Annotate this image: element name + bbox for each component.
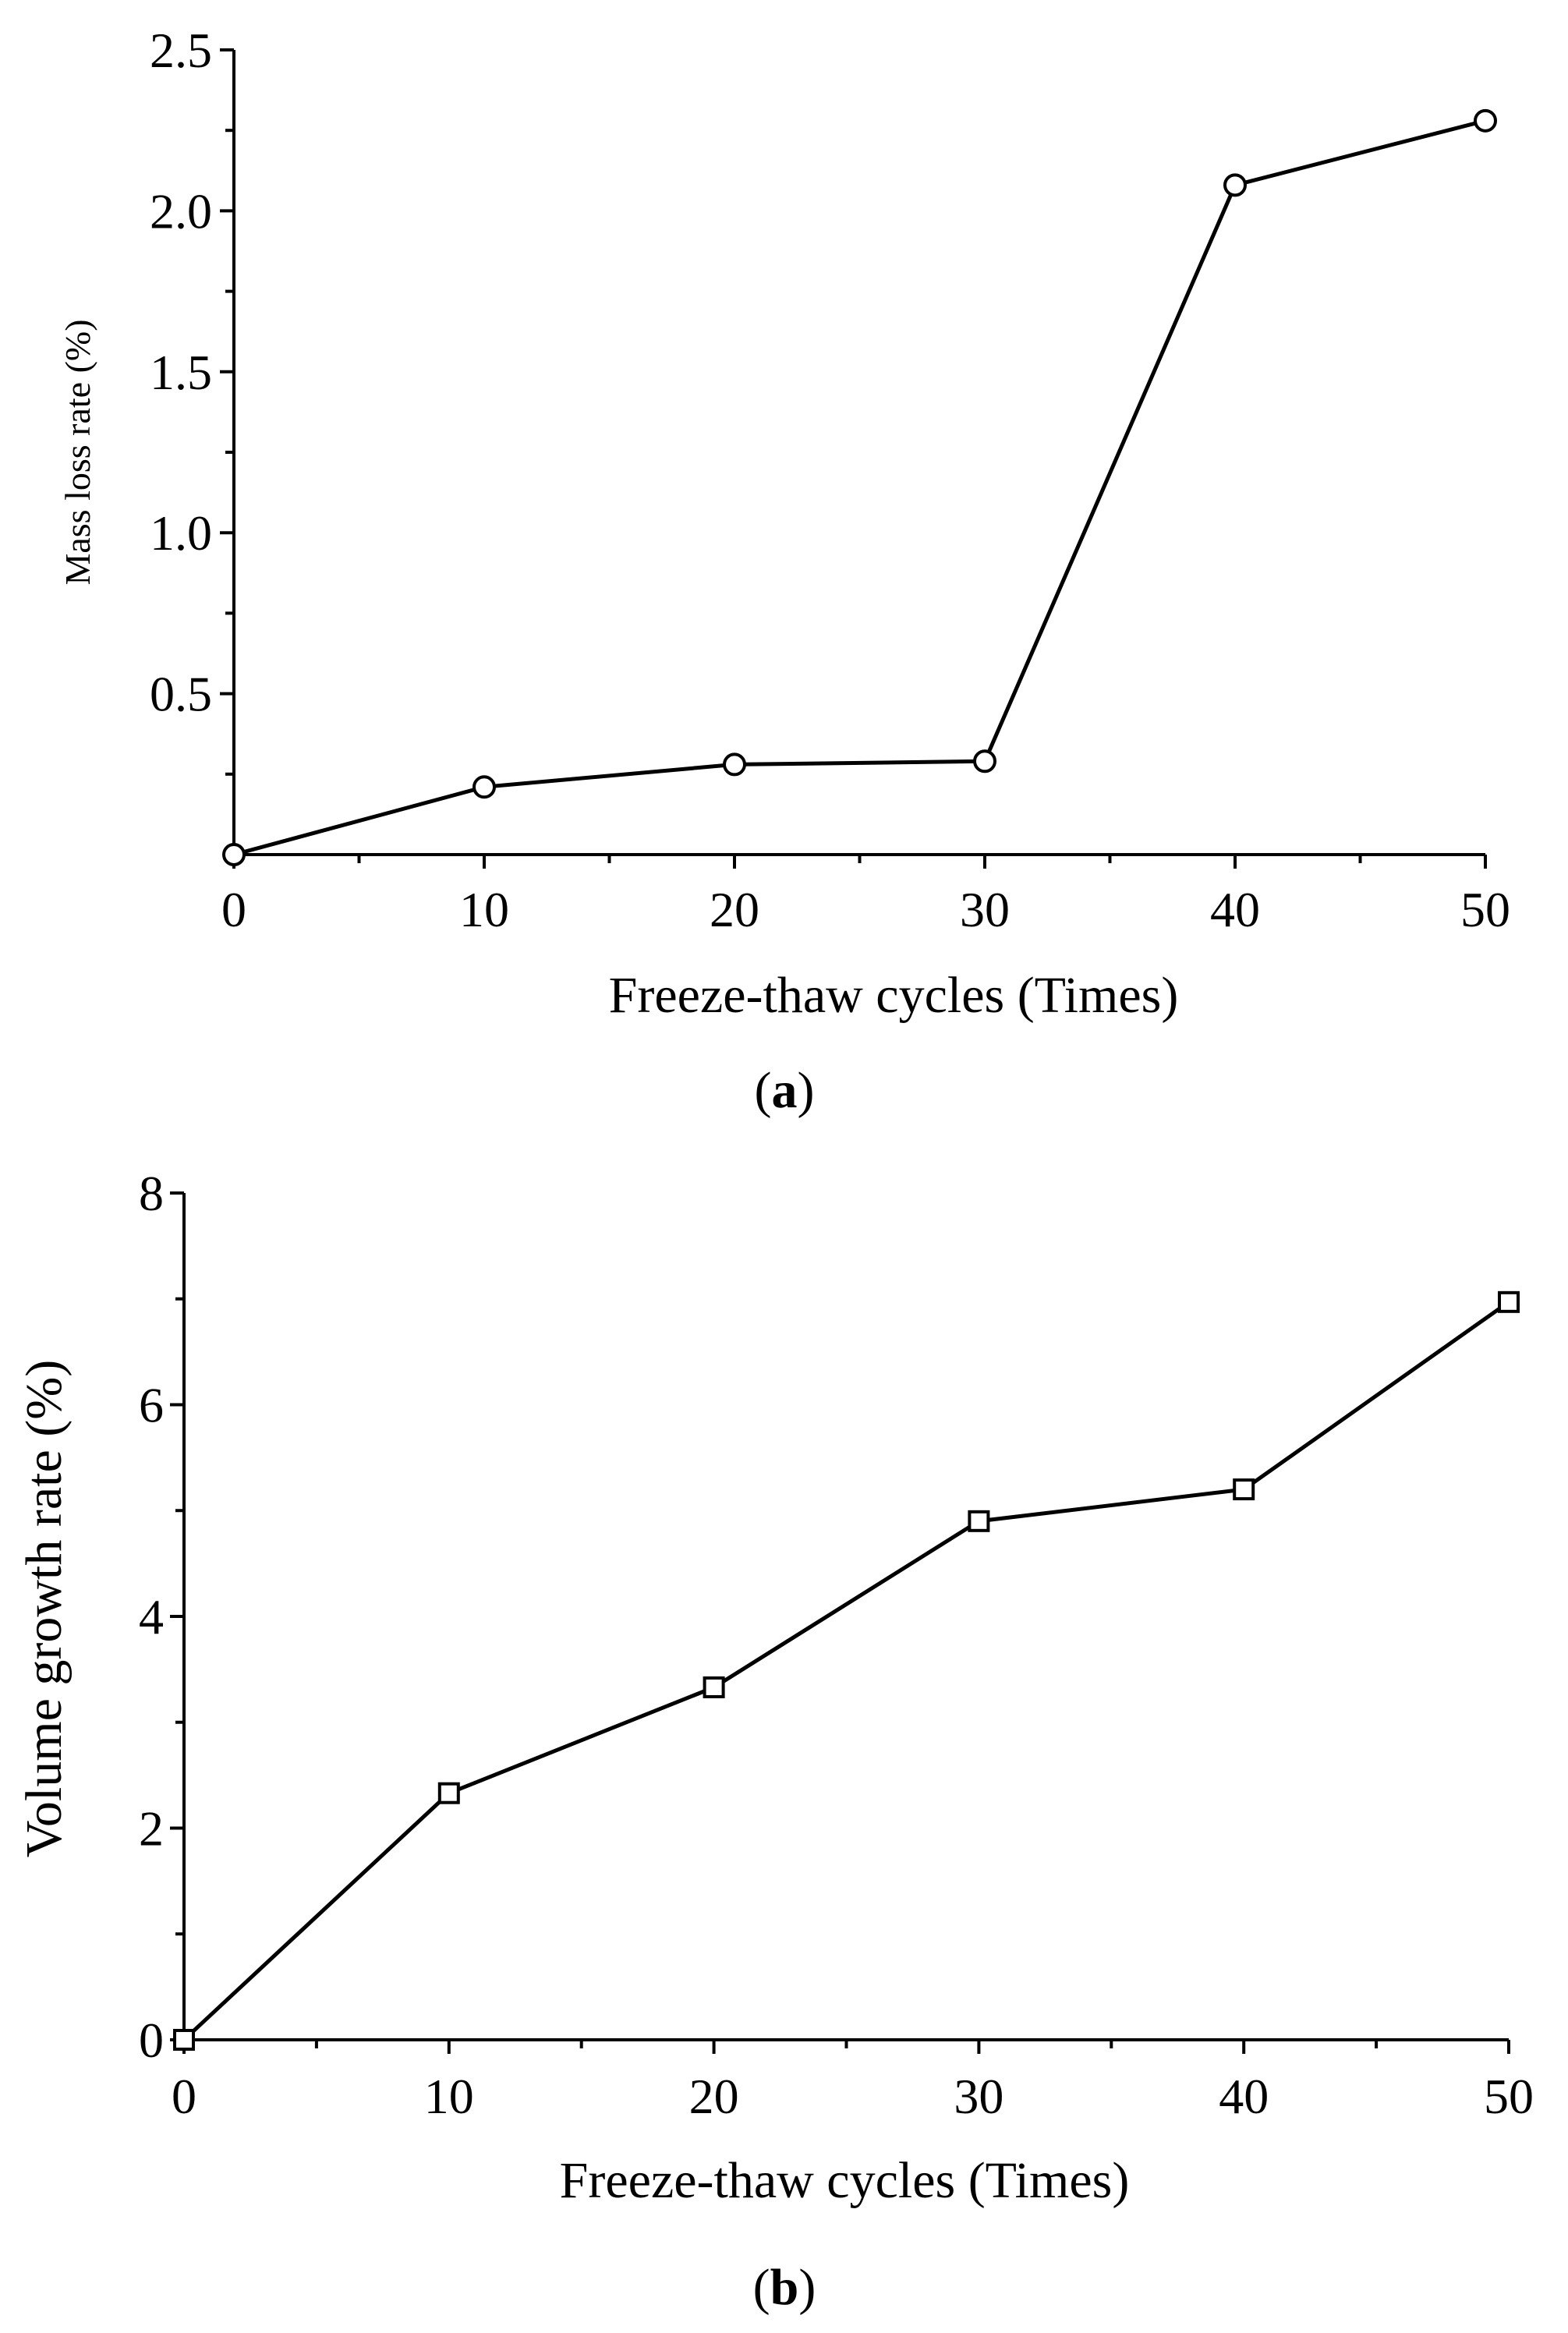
data-point-marker xyxy=(473,775,496,799)
panel-caption-label: a xyxy=(772,1062,798,1119)
y-tick-label: 0.5 xyxy=(150,667,212,722)
x-tick-labels: 0 10 20 30 40 50 xyxy=(221,882,1510,937)
y-tick-labels: 0 2 4 6 8 xyxy=(139,1166,164,2068)
y-tick-label: 6 xyxy=(139,1378,164,1433)
series-line-volume-growth xyxy=(182,1300,1510,2041)
panel-caption: (a) xyxy=(755,1062,815,1119)
x-tick-label: 50 xyxy=(1484,2069,1534,2124)
y-tick-marks xyxy=(220,48,234,776)
x-tick-label: 0 xyxy=(172,2069,196,2124)
data-point-marker xyxy=(723,752,746,777)
panel-caption: (b) xyxy=(753,2259,816,2316)
x-tick-label: 10 xyxy=(424,2069,474,2124)
x-axis-title: Freeze-thaw cycles (Times) xyxy=(609,967,1179,1024)
x-tick-label: 40 xyxy=(1210,882,1260,937)
data-point-marker xyxy=(173,2029,195,2051)
x-tick-label: 10 xyxy=(459,882,509,937)
x-tick-marks xyxy=(182,2040,1510,2054)
data-point-marker xyxy=(1223,173,1247,197)
x-tick-label: 20 xyxy=(689,2069,739,2124)
y-tick-label: 8 xyxy=(139,1166,164,1221)
data-markers xyxy=(222,108,1497,866)
x-tick-label: 20 xyxy=(710,882,759,937)
y-axis-title: Volume growth rate (%) xyxy=(16,1360,73,1857)
data-point-marker xyxy=(1474,108,1497,133)
data-point-marker xyxy=(1233,1478,1255,1501)
x-tick-label: 30 xyxy=(954,2069,1003,2124)
y-tick-label: 2.0 xyxy=(150,183,212,239)
y-tick-label: 4 xyxy=(139,1589,164,1644)
x-axis-title: Freeze-thaw cycles (Times) xyxy=(560,2152,1130,2209)
data-point-marker xyxy=(222,843,246,866)
y-tick-label: 1.5 xyxy=(150,345,212,400)
panel-caption-label: b xyxy=(770,2259,799,2316)
x-tick-label: 40 xyxy=(1219,2069,1269,2124)
y-tick-label: 0 xyxy=(139,2013,164,2068)
chart-panel-a: 0 10 20 30 40 50 0.5 1.0 1.5 2.0 2.5 Mass loss ra… xyxy=(58,23,1510,1119)
x-tick-marks xyxy=(232,855,1487,869)
y-tick-label: 1.0 xyxy=(150,505,212,561)
data-point-marker xyxy=(437,1782,460,1804)
chart-panel-b: 0 10 20 30 40 50 0 2 4 6 8 Volume growth rate (%)… xyxy=(16,1166,1534,2316)
data-point-marker xyxy=(968,1510,990,1532)
y-tick-labels: 0.5 1.0 1.5 2.0 2.5 xyxy=(150,23,212,722)
x-tick-label: 50 xyxy=(1460,882,1510,937)
x-tick-label: 30 xyxy=(960,882,1010,937)
y-tick-marks xyxy=(170,1191,184,2041)
x-tick-label: 0 xyxy=(221,882,246,937)
x-tick-labels: 0 10 20 30 40 50 xyxy=(172,2069,1534,2124)
y-tick-label: 2 xyxy=(139,1801,164,1857)
y-tick-label: 2.5 xyxy=(150,23,212,78)
data-point-marker xyxy=(703,1676,725,1698)
data-point-marker xyxy=(973,749,996,774)
data-markers xyxy=(173,1290,1520,2051)
data-point-marker xyxy=(1498,1290,1520,1313)
y-axis-title: Mass loss rate (%) xyxy=(58,319,97,585)
series-line-mass-loss xyxy=(233,119,1486,857)
